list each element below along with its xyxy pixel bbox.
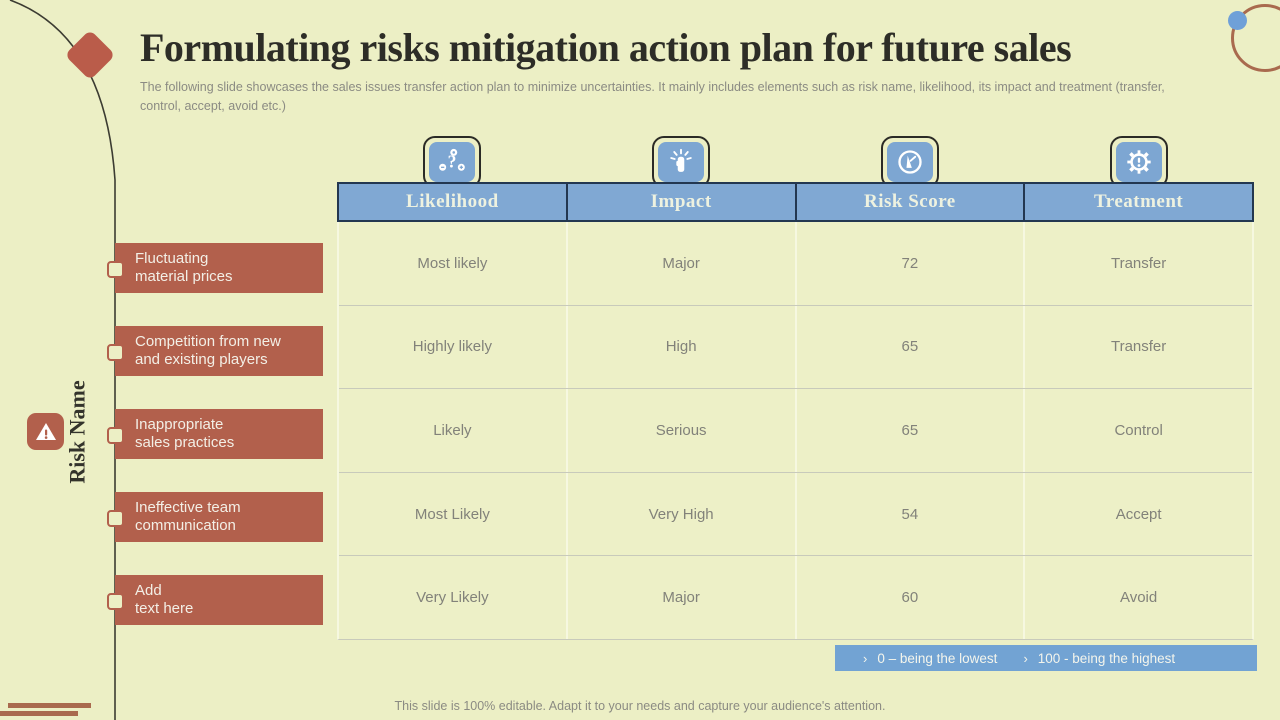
likelihood-tab: ?	[423, 136, 481, 188]
chevron-icon: ›	[863, 650, 868, 666]
question-decision-icon: ?	[429, 142, 475, 182]
bottom-left-line	[8, 703, 91, 708]
diamond-accent	[64, 29, 116, 81]
table-row: Very Likely Major 60 Avoid	[339, 556, 1252, 639]
circle-outline-decoration	[1231, 4, 1280, 72]
cell-impact: Very High	[568, 472, 797, 556]
cell-treatment: Transfer	[1110, 338, 1167, 356]
cell-risk-score: 54	[797, 472, 1026, 556]
risk-item[interactable]: Fluctuating material prices	[115, 243, 323, 293]
legend-text: 0 – being the lowest	[877, 650, 998, 666]
cell-risk-score: 65	[797, 305, 1026, 389]
cell-treatment: Transfer	[1110, 254, 1167, 272]
table-row: Highly likely High 65 Transfer	[339, 305, 1252, 390]
editable-note: This slide is 100% editable. Adapt it to…	[394, 699, 886, 713]
table-row: Most Likely Very High 54 Accept	[339, 472, 1252, 557]
cell-likelihood: Highly likely	[339, 305, 568, 389]
cell-impact: Major	[568, 556, 797, 639]
gauge-icon	[887, 142, 933, 182]
cell-treatment: Control	[1114, 421, 1163, 439]
table-row: Likely Serious 65 Control	[339, 389, 1252, 473]
cell-likelihood: Very Likely	[339, 556, 568, 639]
column-header-likelihood: Likelihood	[339, 184, 568, 220]
impact-fist-icon	[658, 142, 704, 182]
cell-likelihood: Most likely	[339, 222, 568, 305]
cell-treatment: Avoid	[1119, 589, 1158, 607]
cell-risk-score: 65	[797, 389, 1026, 472]
table-row: Most likely Major 72 Transfer	[339, 222, 1252, 306]
legend-item: › 0 – being the lowest	[863, 651, 997, 666]
column-header-treatment: Treatment	[1093, 191, 1184, 212]
warning-triangle-icon	[27, 413, 64, 450]
cell-likelihood: Most Likely	[339, 472, 568, 556]
risk-table: Most likely Major 72 Transfer Highly lik…	[337, 222, 1254, 640]
cell-impact: Major	[568, 222, 797, 305]
cell-likelihood: Likely	[339, 389, 568, 472]
connector-bullet	[107, 261, 124, 278]
cell-treatment: Accept	[1115, 505, 1162, 523]
table-header-row: Likelihood Impact Risk Score Treatment	[337, 182, 1254, 222]
column-header-impact: Impact	[568, 184, 797, 220]
cell-risk-score: 60	[797, 556, 1026, 639]
cell-impact: Serious	[568, 389, 797, 472]
impact-tab	[652, 136, 710, 188]
legend-item: › 100 - being the highest	[1023, 651, 1175, 666]
chevron-icon: ›	[1023, 650, 1028, 666]
risk-score-tab	[881, 136, 939, 188]
risk-item[interactable]: Competition from new and existing player…	[115, 326, 323, 376]
risk-item[interactable]: Inappropriate sales practices	[115, 409, 323, 459]
connector-bullet	[107, 510, 124, 527]
bottom-left-line	[0, 711, 78, 716]
legend-text: 100 - being the highest	[1037, 650, 1176, 666]
column-header-risk-score: Risk Score	[797, 184, 1026, 220]
risk-item[interactable]: Add text here	[115, 575, 323, 625]
treatment-tab	[1110, 136, 1168, 188]
risk-item[interactable]: Ineffective team communication	[115, 492, 323, 542]
cell-impact: High	[568, 305, 797, 389]
connector-bullet	[107, 593, 124, 610]
svg-text:?: ?	[448, 151, 457, 171]
page-title: Formulating risks mitigation action plan…	[140, 25, 1072, 70]
score-legend: › 0 – being the lowest › 100 - being the…	[835, 645, 1257, 671]
connector-bullet	[107, 427, 124, 444]
cell-risk-score: 72	[797, 222, 1026, 305]
gear-alert-icon	[1116, 142, 1162, 182]
slide-subtitle: The following slide showcases the sales …	[140, 80, 1165, 114]
connector-bullet	[107, 344, 124, 361]
blue-dot-decoration	[1228, 11, 1247, 30]
